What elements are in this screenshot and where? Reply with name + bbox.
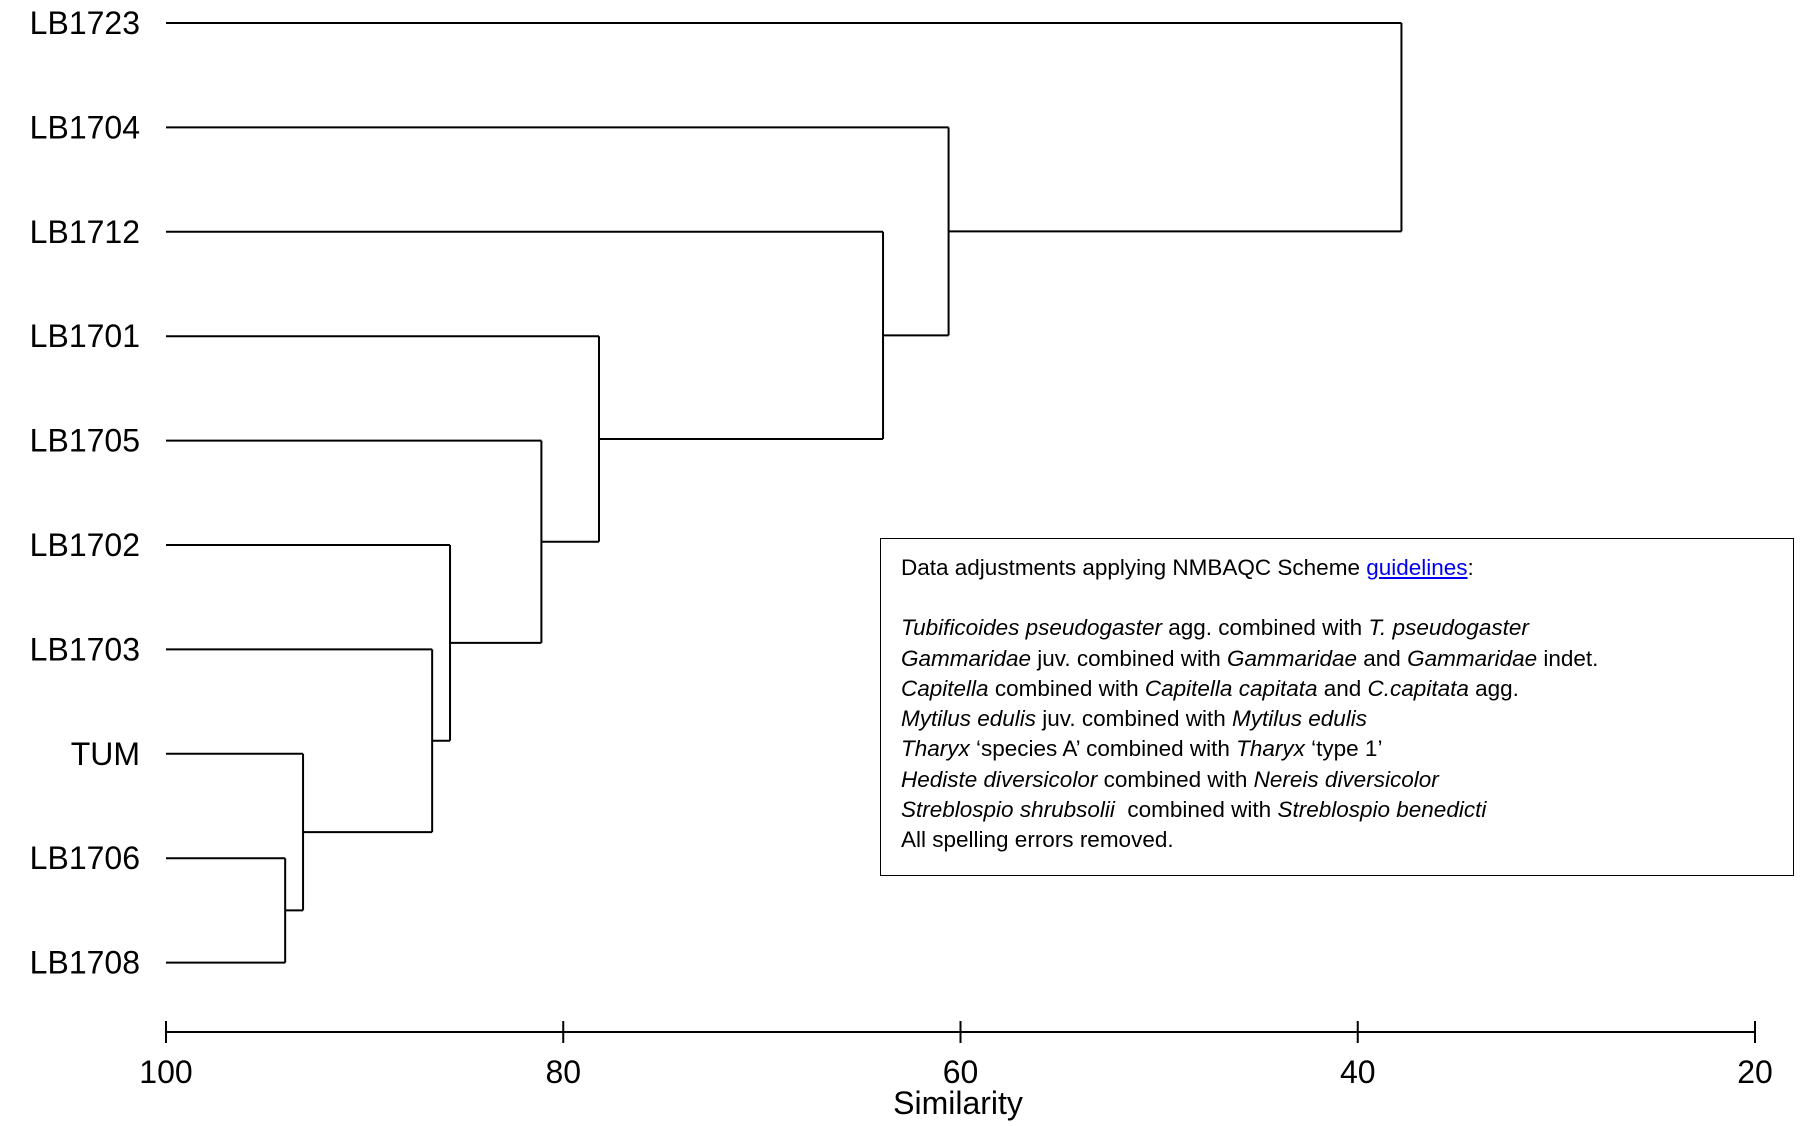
taxon-name: Mytilus edulis: [1231, 706, 1368, 732]
leaf-label: LB1705: [30, 423, 140, 459]
taxon-name: Streblospio benedicti: [1277, 797, 1487, 823]
dendrogram-branch: [166, 752, 305, 912]
leaf-label: LB1704: [30, 109, 140, 145]
note-line: Mytilus edulis juv. combined with Mytilu…: [901, 704, 1773, 734]
taxon-name: Gammaridae: [1226, 645, 1358, 671]
leaf-label: TUM: [71, 736, 140, 772]
data-adjustments-notes: Data adjustments applying NMBAQC Scheme …: [880, 538, 1794, 876]
leaf-label: LB1701: [30, 318, 140, 354]
note-text: and: [1317, 675, 1368, 701]
leaf-label: LB1703: [30, 631, 140, 667]
x-tick-label: 100: [139, 1054, 192, 1090]
x-tick-label: 20: [1737, 1054, 1773, 1090]
dendrogram-branches: [166, 22, 1403, 964]
dendrogram-branch: [166, 439, 543, 644]
note-text: agg.: [1468, 675, 1519, 701]
leaf-label: LB1708: [30, 945, 140, 981]
x-tick-label: 60: [943, 1054, 979, 1090]
note-text: juv. combined with: [1036, 706, 1232, 732]
taxon-name: Capitella: [901, 675, 989, 701]
taxon-name: C.capitata: [1367, 675, 1469, 701]
notes-heading: Data adjustments applying NMBAQC Scheme …: [901, 553, 1773, 583]
taxon-name: Tubificoides pseudogaster: [901, 615, 1162, 641]
leaf-labels: LB1723 LB1704 LB1712 LB1701 LB1705 LB1702 LB17…: [30, 5, 140, 981]
taxon-name: Hediste diversicolor: [901, 766, 1098, 792]
note-text: All spelling errors removed.: [901, 827, 1174, 853]
leaf-label: LB1702: [30, 527, 140, 563]
taxon-name: Tharyx: [901, 736, 970, 762]
x-tick-label: 40: [1340, 1054, 1376, 1090]
note-line: Streblospio shrubsolii combined with Str…: [901, 795, 1773, 825]
note-text: juv. combined with: [1031, 645, 1227, 671]
x-tick-label: 80: [545, 1054, 581, 1090]
guidelines-link[interactable]: guidelines: [1366, 555, 1468, 580]
taxon-name: Streblospio shrubsolii: [901, 797, 1115, 823]
notes-lines: Tubificoides pseudogaster agg. combined …: [901, 613, 1773, 855]
taxon-name: T. pseudogaster: [1368, 615, 1529, 641]
taxon-name: Tharyx: [1236, 736, 1305, 762]
note-line: Hediste diversicolor combined with Nerei…: [901, 765, 1773, 795]
taxon-name: Gammaridae: [1407, 645, 1538, 671]
note-line: Tharyx ‘species A’ combined with Tharyx …: [901, 734, 1773, 764]
leaf-label: LB1723: [30, 5, 140, 41]
x-axis-title: Similarity: [893, 1085, 1023, 1121]
taxon-name: Capitella capitata: [1144, 675, 1318, 701]
note-line: Capitella combined with Capitella capita…: [901, 674, 1773, 704]
dendrogram-branch: [166, 648, 434, 834]
note-text: combined with: [1114, 797, 1278, 823]
taxon-name: Mytilus edulis: [901, 706, 1037, 732]
note-text: and: [1357, 645, 1408, 671]
dendrogram-branch: [166, 335, 601, 543]
taxon-name: Nereis diversicolor: [1253, 766, 1439, 792]
dendrogram-branch: [166, 857, 287, 964]
dendrogram-branch: [166, 22, 1403, 233]
leaf-label: LB1712: [30, 214, 140, 250]
note-text: agg. combined with: [1162, 615, 1369, 641]
x-axis: 100 80 60 40 20: [139, 1021, 1773, 1090]
dendrogram-branch: [166, 544, 452, 742]
notes-heading-text: Data adjustments applying NMBAQC Scheme: [901, 555, 1367, 580]
note-text: indet.: [1537, 645, 1599, 671]
note-text: combined with: [1097, 766, 1254, 792]
notes-heading-colon: :: [1467, 555, 1474, 580]
note-text: ‘type 1’: [1304, 736, 1383, 762]
note-line: Gammaridae juv. combined with Gammaridae…: [901, 644, 1773, 674]
note-text: ‘species A’ combined with: [969, 736, 1237, 762]
note-text: combined with: [988, 675, 1145, 701]
taxon-name: Gammaridae: [901, 645, 1032, 671]
note-line: Tubificoides pseudogaster agg. combined …: [901, 613, 1773, 643]
note-line: All spelling errors removed.: [901, 825, 1773, 855]
leaf-label: LB1706: [30, 840, 140, 876]
